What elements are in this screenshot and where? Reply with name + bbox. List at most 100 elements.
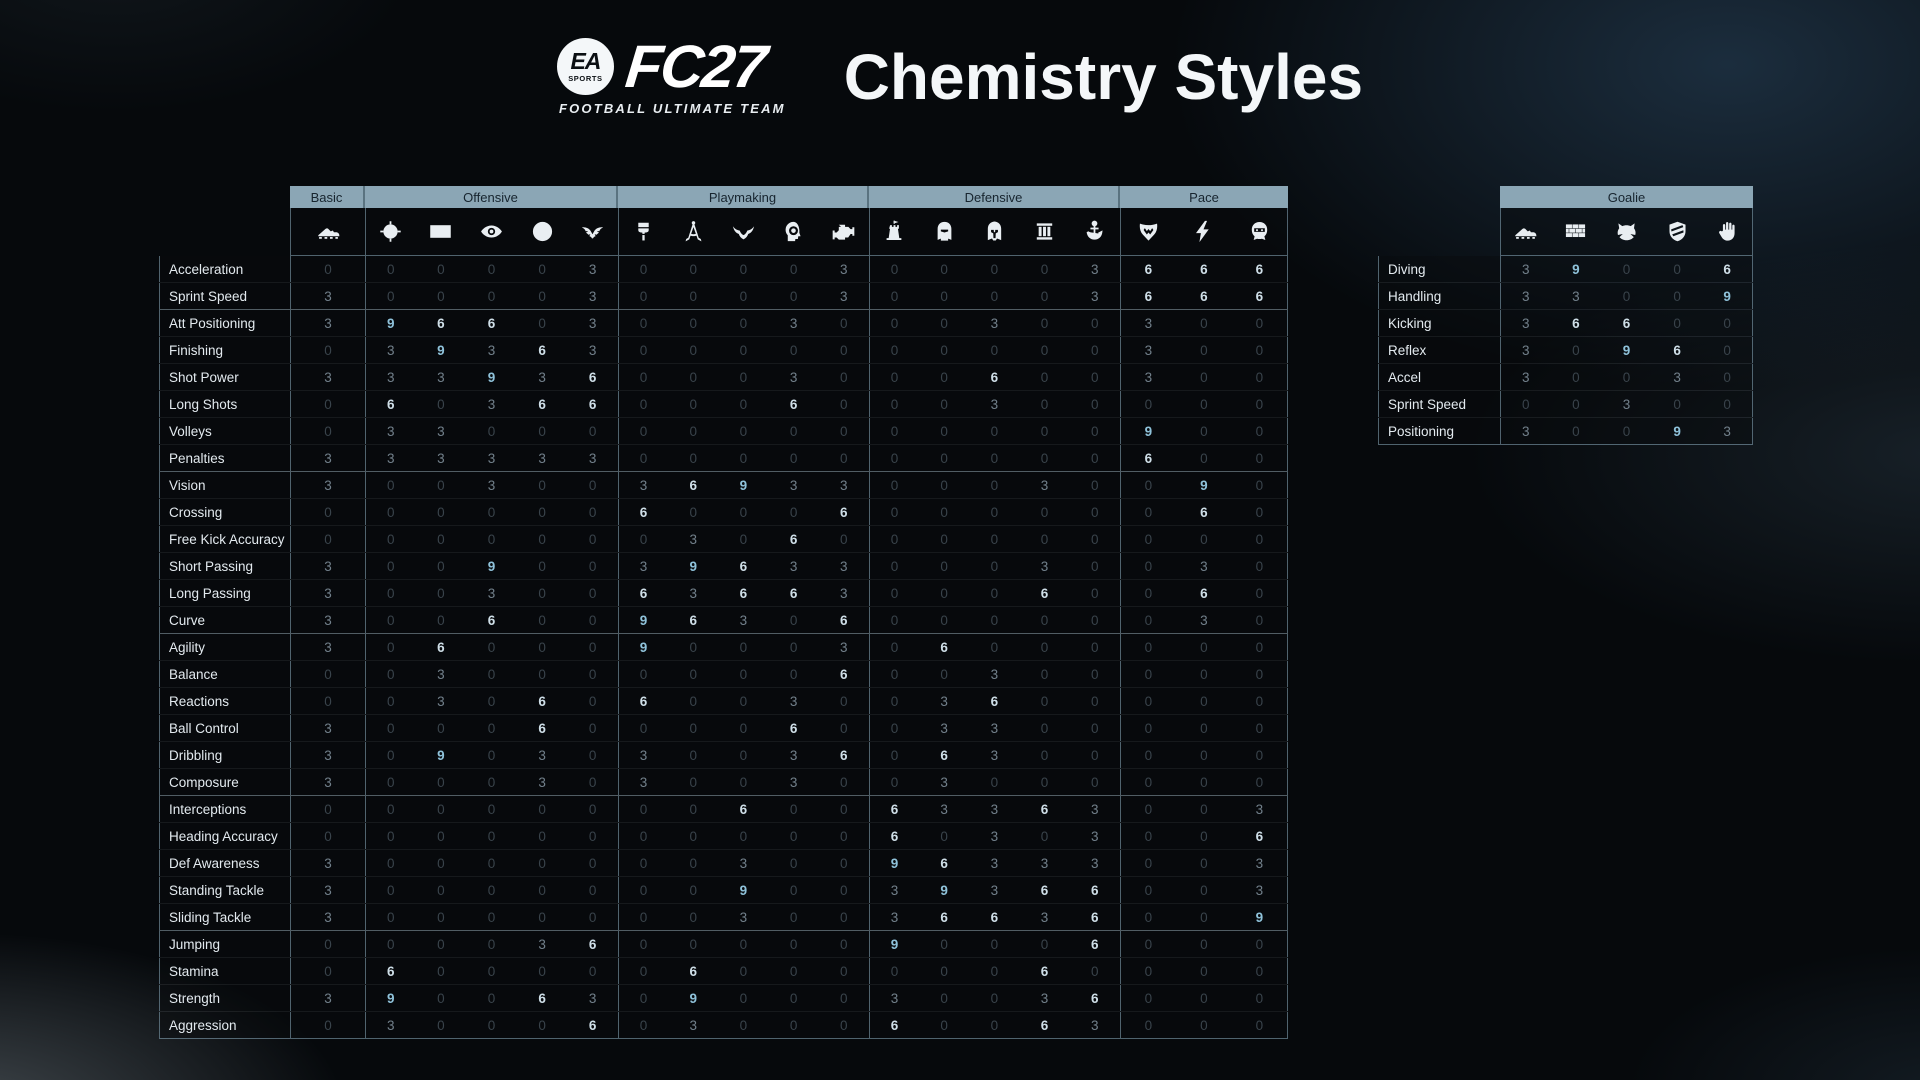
value-cell: 3 — [415, 688, 467, 714]
value-cell: 0 — [818, 445, 869, 471]
table-row-handling: Handling 3 3 0 0 9 — [1378, 282, 1753, 309]
row-label: Positioning — [1378, 418, 1500, 444]
value-cell: 0 — [969, 337, 1020, 363]
value-cell: 3 — [290, 310, 365, 336]
value-cell: 0 — [365, 499, 416, 525]
value-cell: 0 — [1119, 607, 1176, 633]
value-cell: 0 — [868, 256, 920, 282]
value-cell: 3 — [466, 472, 517, 498]
value-cell: 6 — [969, 688, 1020, 714]
value-cell: 0 — [818, 1012, 869, 1038]
row-label: Crossing — [159, 499, 290, 525]
row-label: Stamina — [159, 958, 290, 984]
value-cell: 0 — [919, 445, 970, 471]
row-label: Volleys — [159, 418, 290, 444]
table-body: Diving 3 9 0 0 6 Handling 3 3 0 0 9 Kicking 3 6 6 0 0 Refl… — [1378, 256, 1753, 445]
value-cell: 6 — [668, 607, 719, 633]
value-cell: 0 — [919, 931, 970, 957]
value-cell: 9 — [466, 364, 517, 390]
value-cell: 0 — [1019, 364, 1070, 390]
value-cell: 0 — [668, 391, 719, 417]
value-cell: 0 — [768, 661, 819, 687]
value-cell: 3 — [466, 580, 517, 606]
value-cell: 0 — [919, 823, 970, 849]
row-label: Att Positioning — [159, 310, 290, 336]
value-cell: 0 — [365, 283, 416, 309]
value-cell: 0 — [818, 796, 869, 822]
value-cell: 3 — [1175, 553, 1232, 579]
value-cell: 0 — [668, 283, 719, 309]
value-cell: 6 — [567, 364, 618, 390]
value-cell: 0 — [567, 472, 618, 498]
value-cell: 0 — [1175, 904, 1232, 930]
value-cell: 6 — [365, 391, 416, 417]
table-row-accel: Accel 3 0 0 3 0 — [1378, 363, 1753, 390]
value-cell: 3 — [1019, 904, 1070, 930]
value-cell: 0 — [768, 823, 819, 849]
value-cell: 0 — [617, 823, 669, 849]
value-cell: 9 — [1702, 283, 1753, 309]
value-cell: 0 — [919, 310, 970, 336]
value-cell: 6 — [1019, 958, 1070, 984]
value-cell: 0 — [567, 769, 618, 795]
value-cell: 3 — [567, 310, 618, 336]
row-label: Balance — [159, 661, 290, 687]
value-cell: 6 — [818, 607, 869, 633]
style-icon-row — [159, 208, 1288, 256]
value-cell: 3 — [1175, 607, 1232, 633]
value-cell: 0 — [868, 526, 920, 552]
value-cell: 0 — [1069, 958, 1120, 984]
value-cell: 0 — [290, 1012, 365, 1038]
value-cell: 0 — [768, 337, 819, 363]
value-cell: 6 — [617, 499, 669, 525]
page-title: Chemistry Styles — [843, 41, 1364, 113]
value-cell: 0 — [617, 364, 669, 390]
value-cell: 3 — [1019, 472, 1070, 498]
value-cell: 0 — [1550, 364, 1602, 390]
value-cell: 0 — [466, 769, 517, 795]
value-cell: 0 — [818, 985, 869, 1011]
value-cell: 0 — [516, 796, 568, 822]
value-cell: 0 — [1069, 364, 1120, 390]
value-cell: 0 — [1175, 526, 1232, 552]
value-cell: 0 — [1601, 364, 1652, 390]
value-cell: 0 — [466, 688, 517, 714]
value-cell: 0 — [1069, 310, 1120, 336]
value-cell: 0 — [567, 742, 618, 768]
value-cell: 0 — [718, 256, 769, 282]
value-cell: 0 — [1069, 661, 1120, 687]
value-cell: 0 — [818, 337, 869, 363]
value-cell: 0 — [1019, 418, 1070, 444]
value-cell: 0 — [1231, 391, 1288, 417]
value-cell: 0 — [365, 796, 416, 822]
value-cell: 0 — [516, 823, 568, 849]
value-cell: 3 — [1019, 850, 1070, 876]
value-cell: 0 — [1702, 364, 1753, 390]
value-cell: 6 — [617, 580, 669, 606]
value-cell: 3 — [919, 715, 970, 741]
value-cell: 6 — [868, 823, 920, 849]
value-cell: 0 — [466, 850, 517, 876]
value-cell: 0 — [290, 337, 365, 363]
table-row-positioning: Positioning 3 0 0 9 3 — [1378, 417, 1753, 444]
value-cell: 0 — [516, 958, 568, 984]
value-cell: 3 — [516, 364, 568, 390]
value-cell: 3 — [919, 688, 970, 714]
value-cell: 0 — [1069, 526, 1120, 552]
value-cell: 9 — [1651, 418, 1703, 444]
value-cell: 0 — [1069, 634, 1120, 660]
value-cell: 0 — [1231, 688, 1288, 714]
value-cell: 0 — [1175, 634, 1232, 660]
value-cell: 9 — [868, 931, 920, 957]
value-cell: 0 — [1231, 958, 1288, 984]
value-cell: 0 — [1231, 931, 1288, 957]
value-cell: 0 — [365, 526, 416, 552]
row-label: Free Kick Accuracy — [159, 526, 290, 552]
value-cell: 0 — [718, 310, 769, 336]
value-cell: 0 — [1119, 391, 1176, 417]
value-cell: 0 — [919, 364, 970, 390]
chemistry-table-goalie: Goalie Diving 3 9 0 0 6 Handling 3 3 0 0 9 Kicking 3 6 6… — [1378, 186, 1753, 445]
value-cell: 0 — [365, 634, 416, 660]
value-cell: 0 — [617, 715, 669, 741]
value-cell: 0 — [466, 499, 517, 525]
